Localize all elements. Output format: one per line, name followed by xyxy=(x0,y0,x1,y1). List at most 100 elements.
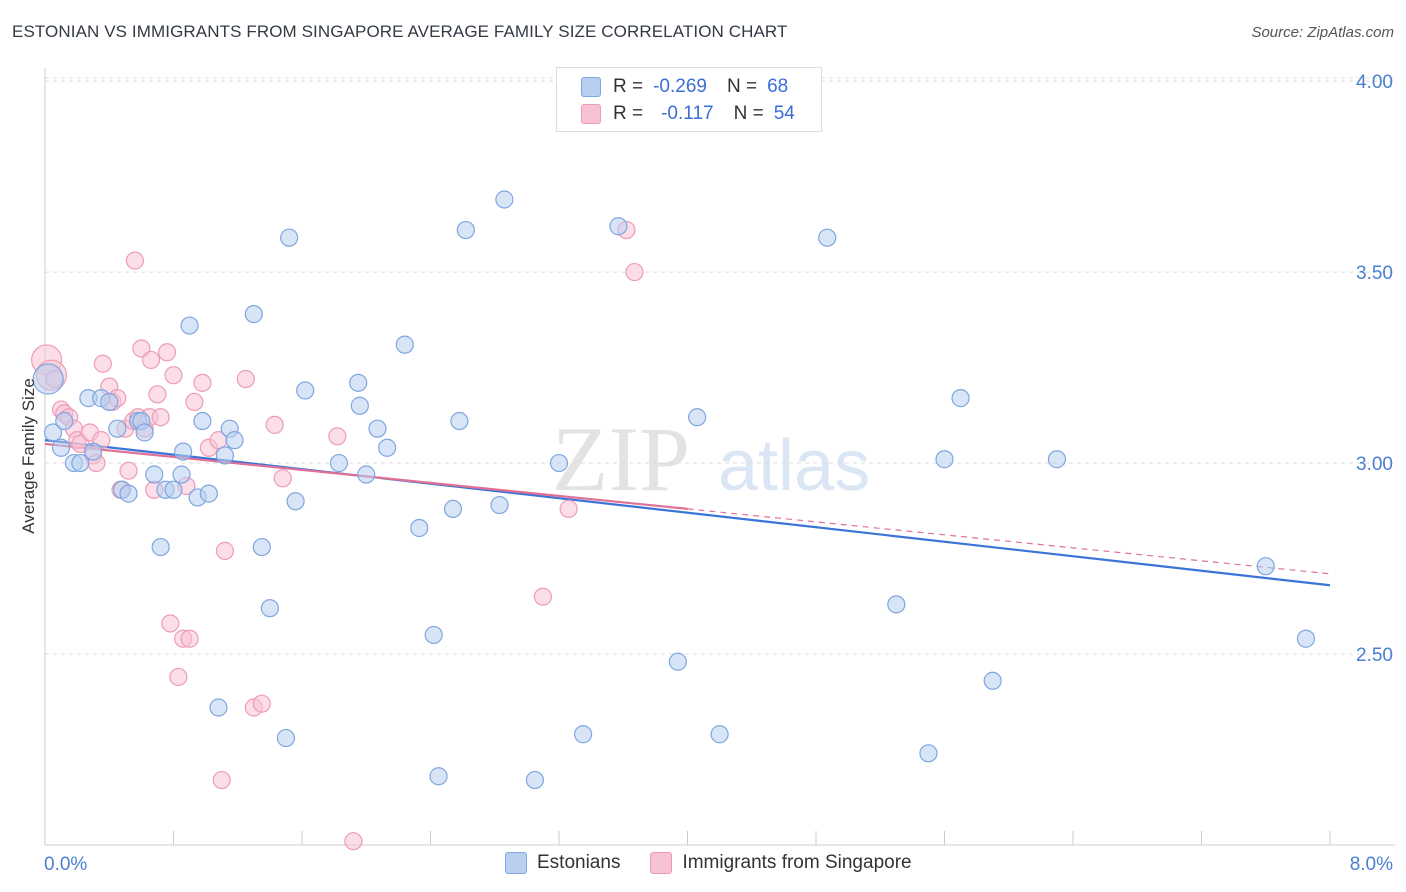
watermark: ZIP atlas xyxy=(552,408,870,510)
singapore-swatch xyxy=(581,104,601,124)
estonians-swatch xyxy=(581,77,601,97)
estonians-point xyxy=(199,484,218,503)
chart-title: ESTONIAN VS IMMIGRANTS FROM SINGAPORE AV… xyxy=(12,22,788,41)
legend-n-label: N = xyxy=(733,103,764,124)
estonians-point xyxy=(145,465,164,484)
singapore-trend-extension xyxy=(687,508,1331,575)
estonians-point xyxy=(609,217,628,236)
estonians-point xyxy=(43,423,63,442)
data-points xyxy=(31,190,1316,851)
tick-labels: 2.50 3.00 3.50 4.00 0.0% 8.0% xyxy=(44,72,1393,875)
singapore-point xyxy=(533,587,553,606)
estonians-point xyxy=(280,228,299,247)
estonians-point xyxy=(84,442,103,461)
singapore-point xyxy=(215,541,234,560)
estonians-point xyxy=(349,373,368,392)
singapore-point xyxy=(119,461,138,480)
legend-estonians-label: Estonians xyxy=(537,852,621,873)
estonians-point xyxy=(180,316,199,335)
singapore-point xyxy=(185,392,204,412)
estonians-point xyxy=(525,770,545,790)
watermark-zip: ZIP xyxy=(552,408,690,510)
singapore-point xyxy=(180,629,199,648)
singapore-point xyxy=(273,469,292,488)
singapore-point xyxy=(164,366,183,385)
singapore-point xyxy=(169,667,188,687)
estonians-point xyxy=(450,411,469,431)
axes xyxy=(44,68,1395,846)
singapore-point xyxy=(161,614,180,633)
singapore-point xyxy=(328,427,347,446)
estonians-point xyxy=(1296,629,1316,648)
estonians-point xyxy=(549,453,569,473)
estonians-point xyxy=(51,438,71,457)
estonians-point xyxy=(490,495,509,515)
estonians-trend-line xyxy=(44,439,1331,587)
estonians-point xyxy=(276,728,296,748)
y-tick-label: 4.00 xyxy=(1356,72,1393,93)
x-tick-label: 0.0% xyxy=(44,854,87,875)
singapore-point xyxy=(93,354,112,373)
singapore-legend-swatch xyxy=(650,852,673,874)
estonians-point xyxy=(286,492,305,511)
estonians-point xyxy=(1256,557,1275,576)
estonians-point xyxy=(71,453,90,473)
estonians-point xyxy=(135,423,154,442)
estonians-point xyxy=(244,304,263,324)
singapore-point xyxy=(344,832,363,851)
estonians-point xyxy=(443,499,463,518)
estonians-point xyxy=(209,698,228,717)
legend-n-value: 54 xyxy=(773,103,795,124)
series-legend: Estonians Immigrants from Singapore xyxy=(505,852,912,874)
singapore-point xyxy=(193,373,212,392)
estonians-point xyxy=(108,419,127,438)
estonians-point xyxy=(668,652,687,671)
estonians-point xyxy=(119,484,138,503)
estonians-point xyxy=(193,411,212,431)
estonians-point xyxy=(887,595,906,614)
legend-singapore-label: Immigrants from Singapore xyxy=(682,852,912,873)
singapore-point xyxy=(141,350,161,370)
singapore-point xyxy=(148,385,167,404)
estonians-point xyxy=(172,465,191,484)
estonians-point xyxy=(983,671,1002,690)
singapore-point xyxy=(157,343,177,362)
estonians-point xyxy=(296,381,315,400)
source-label: Source: ZipAtlas.com xyxy=(1251,24,1394,41)
legend-row-singapore: R = -0.117 N = 54 xyxy=(581,101,795,127)
singapore-point xyxy=(265,415,284,434)
estonians-point xyxy=(919,744,938,763)
legend-r-value: -0.117 xyxy=(661,103,714,124)
legend-row-estonians: R = -0.269 N = 68 xyxy=(581,74,788,100)
estonians-point xyxy=(495,190,514,209)
legend-r-label: R = xyxy=(613,103,644,124)
singapore-point xyxy=(252,694,271,713)
correlation-legend: R = -0.269 N = 68 R = -0.117 N = 54 xyxy=(556,67,822,132)
estonians-legend-swatch xyxy=(505,852,527,874)
estonians-point xyxy=(329,453,349,473)
y-axis-label: Average Family Size xyxy=(19,378,38,534)
y-tick-label: 2.50 xyxy=(1356,645,1393,666)
x-tick-label: 8.0% xyxy=(1350,854,1393,875)
estonians-point xyxy=(710,725,729,744)
estonians-point xyxy=(378,438,397,457)
estonians-point xyxy=(225,431,244,450)
singapore-point xyxy=(625,262,644,282)
estonians-point xyxy=(55,411,74,431)
estonians-point xyxy=(424,625,443,645)
estonians-point xyxy=(164,480,183,499)
singapore-point xyxy=(559,499,578,518)
estonians-point xyxy=(456,220,475,240)
estonians-point xyxy=(935,450,954,469)
estonians-point xyxy=(951,389,970,408)
singapore-point xyxy=(125,251,145,270)
estonians-point xyxy=(100,392,119,412)
estonians-point xyxy=(1047,450,1067,469)
estonians-point xyxy=(151,537,170,557)
estonians-point xyxy=(252,537,271,557)
estonians-point xyxy=(368,419,387,438)
legend-r-label: R = xyxy=(613,76,644,97)
estonians-point xyxy=(395,335,414,354)
estonians-point xyxy=(357,465,376,484)
